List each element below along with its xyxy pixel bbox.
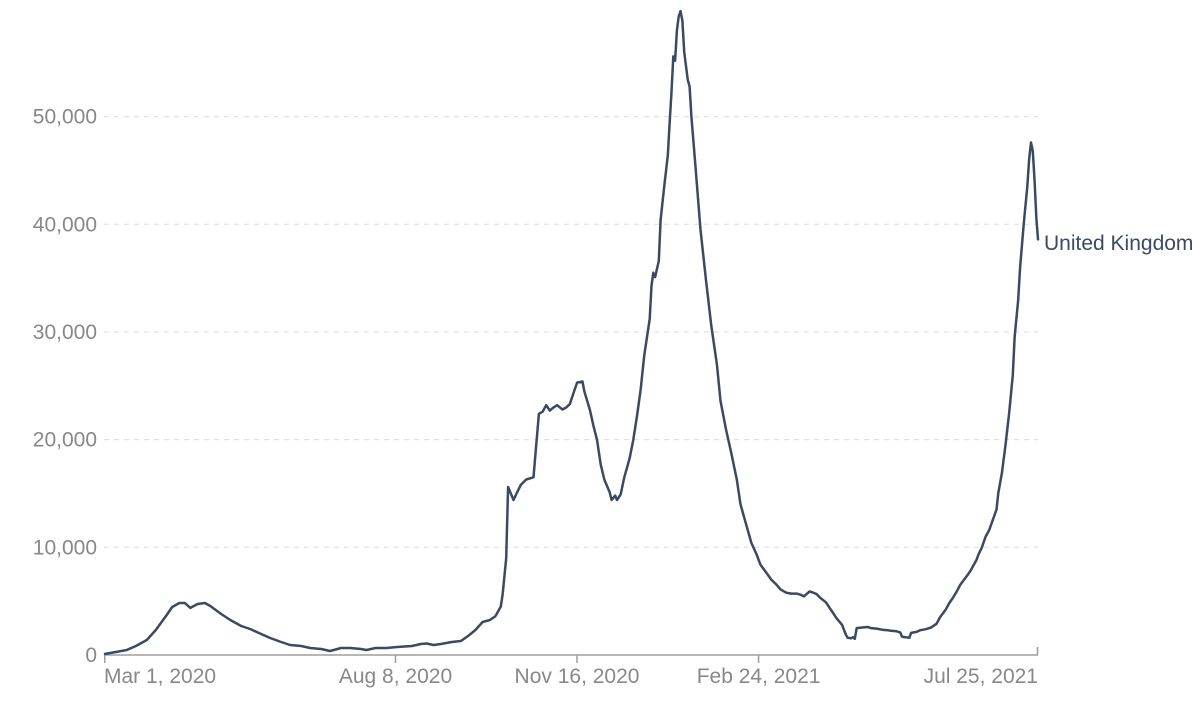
y-tick-40000: 40,000 bbox=[33, 213, 97, 236]
y-tick-30000: 30,000 bbox=[33, 321, 97, 344]
series-line-united-kingdom bbox=[103, 9, 1040, 656]
y-tick-0: 0 bbox=[85, 644, 97, 667]
x-axis bbox=[104, 647, 1039, 663]
x-axis-labels: Mar 1, 2020 Aug 8, 2020 Nov 16, 2020 Feb… bbox=[104, 665, 1038, 688]
series-label-united-kingdom: United Kingdom bbox=[1044, 232, 1193, 255]
x-label-feb-24-2021: Feb 24, 2021 bbox=[697, 665, 821, 688]
x-label-jul-25-2021: Jul 25, 2021 bbox=[924, 665, 1038, 688]
y-axis-labels: 0 10,000 20,000 30,000 40,000 50,000 bbox=[33, 106, 97, 667]
gridlines bbox=[104, 116, 1038, 548]
y-tick-20000: 20,000 bbox=[33, 429, 97, 452]
x-label-aug-8-2020: Aug 8, 2020 bbox=[339, 665, 452, 688]
x-label-mar-1-2020: Mar 1, 2020 bbox=[104, 665, 216, 688]
y-tick-10000: 10,000 bbox=[33, 536, 97, 559]
x-label-nov-16-2020: Nov 16, 2020 bbox=[515, 665, 640, 688]
y-tick-50000: 50,000 bbox=[33, 106, 97, 129]
